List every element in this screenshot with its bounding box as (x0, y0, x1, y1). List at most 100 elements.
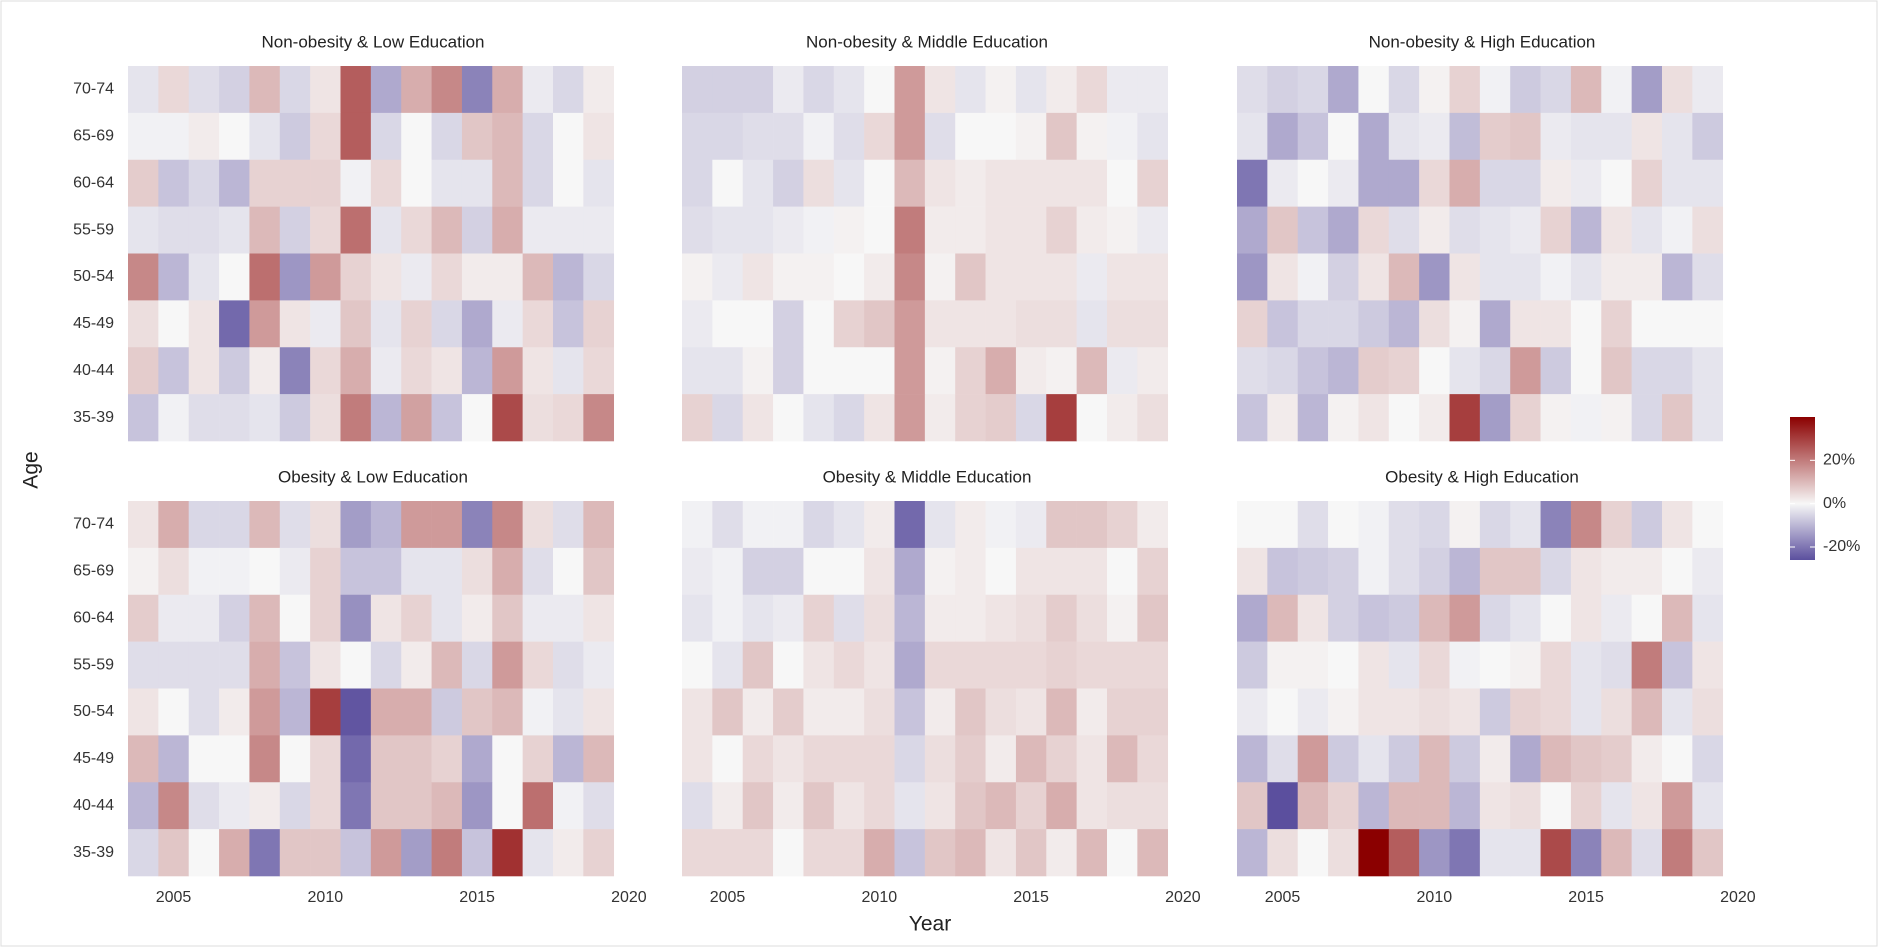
heat-cell (188, 594, 220, 642)
heat-cell (833, 782, 865, 830)
heat-cell (1107, 829, 1138, 877)
heat-cell (1570, 253, 1602, 301)
heat-cell (1540, 159, 1572, 207)
heat-cell (1267, 159, 1299, 207)
heat-cell (1237, 688, 1268, 736)
heat-cell (310, 782, 341, 830)
heat-cell (1046, 206, 1077, 254)
heat-cell (1601, 300, 1632, 348)
heat-cell (431, 253, 463, 301)
heat-cell (370, 782, 402, 830)
heat-cell (492, 206, 523, 254)
heat-cell (340, 112, 372, 161)
heat-cell (712, 66, 744, 114)
heat-cell (1107, 688, 1138, 736)
heat-cell (553, 782, 584, 830)
heat-cell (279, 688, 311, 736)
heat-cell (370, 641, 402, 689)
y-tick-label: 65-69 (73, 563, 114, 580)
heat-cell (682, 347, 713, 395)
heat-cell (1328, 688, 1359, 736)
panel-title: Non-obesity & Middle Education (806, 32, 1048, 51)
heat-cell (583, 253, 615, 301)
heat-cell (279, 735, 311, 783)
heat-cell (1510, 829, 1541, 877)
heat-cell (1540, 547, 1572, 596)
heat-cell (370, 112, 402, 161)
heat-cell (894, 112, 926, 161)
heat-cell (924, 300, 956, 348)
heat-cell (1449, 112, 1481, 161)
heat-cell (1046, 66, 1077, 114)
heat-cell (1692, 206, 1724, 254)
heat-cell (461, 641, 493, 689)
heat-cell (158, 66, 190, 114)
heat-cell (1267, 347, 1299, 395)
heat-cell (1267, 300, 1299, 348)
x-tick-label: 2010 (1417, 889, 1453, 906)
heat-cell (522, 641, 554, 689)
x-tick-label: 2010 (862, 889, 898, 906)
heat-cell (955, 66, 986, 114)
heat-cell (1137, 829, 1169, 877)
heat-cell (833, 641, 865, 689)
heat-cell (279, 829, 311, 877)
heat-cell (1358, 112, 1390, 161)
heat-cell (340, 253, 372, 301)
heat-cell (773, 594, 804, 642)
heat-cell (1358, 735, 1390, 783)
heat-cell (712, 159, 744, 207)
heat-cell (1267, 594, 1299, 642)
heat-cell (1137, 688, 1169, 736)
heat-cell (1692, 782, 1724, 830)
heat-cell (370, 735, 402, 783)
heat-cell (803, 253, 835, 301)
heat-cell (249, 594, 281, 642)
heat-cell (1297, 829, 1329, 877)
heat-cell (803, 501, 835, 549)
heat-cell (1107, 347, 1138, 395)
heat-cell (1662, 782, 1693, 830)
heat-cell (340, 159, 372, 207)
heat-cell (1449, 347, 1481, 395)
x-tick-label: 2005 (156, 889, 192, 906)
heat-cell (128, 300, 159, 348)
heat-cell (340, 735, 372, 783)
heat-cell (310, 829, 341, 877)
y-tick-label: 50-54 (73, 703, 114, 720)
heat-cell (401, 394, 432, 442)
heat-cell (1015, 206, 1047, 254)
heat-cell (682, 501, 713, 549)
heat-cell (985, 688, 1017, 736)
heat-cell (401, 253, 432, 301)
heat-cell (1267, 112, 1299, 161)
heat-cell (742, 300, 774, 348)
heat-cell (310, 112, 341, 161)
heat-cell (522, 735, 554, 783)
heat-cell (985, 159, 1017, 207)
heat-cell (1419, 547, 1450, 596)
heat-cell (894, 782, 926, 830)
heat-cell (1510, 300, 1541, 348)
heat-cell (773, 253, 804, 301)
heat-cell (803, 547, 835, 596)
heat-cell (742, 66, 774, 114)
heat-cell (894, 159, 926, 207)
heat-cell (1015, 112, 1047, 161)
heat-cell (249, 782, 281, 830)
heat-cell (128, 688, 159, 736)
heat-cell (461, 782, 493, 830)
heat-cell (340, 66, 372, 114)
heat-cell (1297, 112, 1329, 161)
heat-cell (1015, 394, 1047, 442)
heat-cell (128, 206, 159, 254)
heat-cell (1601, 253, 1632, 301)
heat-cell (1631, 547, 1663, 596)
heat-cell (1015, 501, 1047, 549)
heat-cell (985, 829, 1017, 877)
heat-cell (1107, 641, 1138, 689)
x-tick-label: 2020 (1165, 889, 1201, 906)
heat-cell (401, 829, 432, 877)
heat-cell (1631, 300, 1663, 348)
heat-cell (522, 394, 554, 442)
